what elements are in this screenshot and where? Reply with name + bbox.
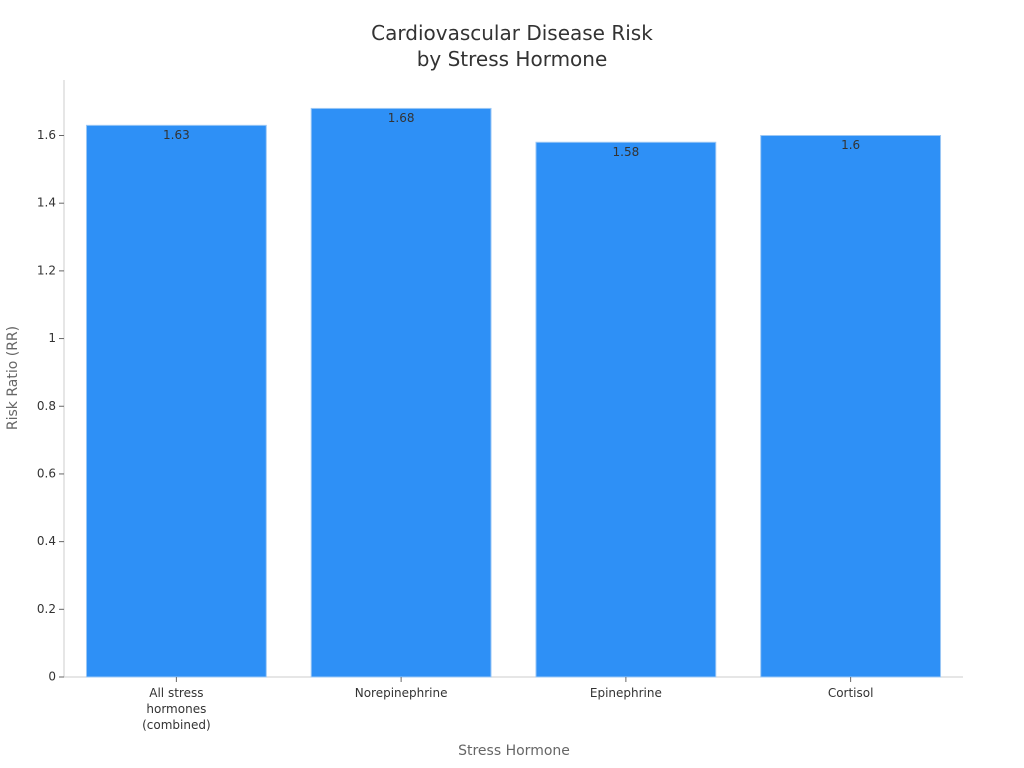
x-tick-label: All stress hormones (combined) [142, 686, 211, 732]
y-tick-label: 0 [48, 670, 56, 684]
y-tick-label: 0.8 [37, 399, 56, 413]
bar [310, 107, 492, 678]
y-axis-label: Risk Ratio (RR) [5, 326, 21, 430]
x-axis-label: Stress Hormone [458, 743, 570, 759]
value-label: 1.6 [841, 138, 860, 152]
y-tick-label: 1.4 [37, 196, 56, 210]
y-tick-label: 0.2 [37, 602, 56, 616]
value-label: 1.58 [613, 145, 640, 159]
x-tick-label: Epinephrine [589, 686, 662, 700]
y-tick-label: 1 [48, 331, 56, 345]
x-tick-label: Cortisol [827, 686, 874, 700]
x-tick-label: Norepinephrine [354, 686, 448, 700]
y-tick-label: 0.6 [37, 466, 56, 480]
bar [85, 124, 267, 678]
y-tick-label: 0.4 [37, 534, 56, 548]
value-label: 1.68 [388, 111, 415, 125]
y-tick-label: 1.2 [37, 263, 56, 277]
y-tick-label: 1.6 [37, 128, 56, 142]
bar [760, 135, 942, 678]
value-label: 1.63 [163, 128, 190, 142]
chart-title: Cardiovascular Disease Risk by Stress Ho… [371, 21, 653, 71]
bar [535, 141, 717, 678]
